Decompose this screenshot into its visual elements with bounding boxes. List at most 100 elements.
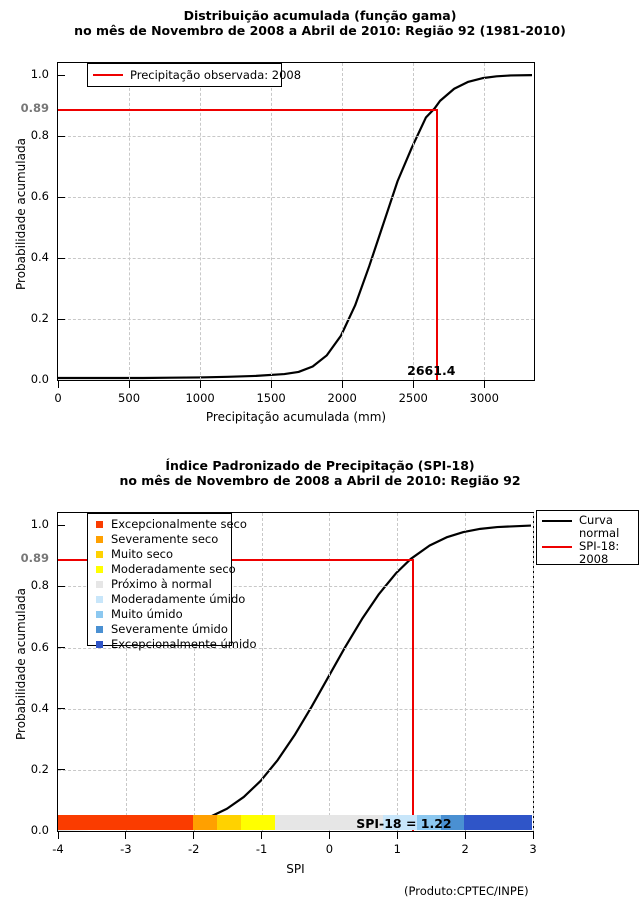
cdf-gamma-curve xyxy=(58,74,533,380)
line-swatch-icon xyxy=(542,546,572,548)
tick-mark xyxy=(58,318,65,320)
y-tick-label-highlight: 0.89 xyxy=(20,100,49,115)
gridline-horizontal xyxy=(58,197,534,199)
y-tick-label: 0.4 xyxy=(30,250,49,265)
tick-mark xyxy=(396,831,398,839)
legend-category-label: Próximo à normal xyxy=(111,577,212,591)
color-swatch-icon xyxy=(96,536,103,543)
series-path xyxy=(58,74,533,380)
gridline-vertical xyxy=(125,513,127,831)
gridline-horizontal xyxy=(58,258,534,260)
x-tick-label: 2500 xyxy=(398,391,428,405)
chart-title-line2: no mês de Novembro de 2008 a Abril de 20… xyxy=(119,473,521,488)
tick-mark xyxy=(464,831,466,839)
legend-category-item: Excepcionalmente seco xyxy=(93,517,247,532)
tick-mark xyxy=(193,831,195,839)
gridline-horizontal xyxy=(58,647,533,649)
tick-mark xyxy=(58,769,65,771)
legend-category-item: Muito úmido xyxy=(93,607,225,622)
y-tick-label-highlight: 0.89 xyxy=(20,550,49,565)
marker-line-vertical xyxy=(412,558,415,831)
color-swatch-icon xyxy=(96,596,103,603)
line-swatch-icon xyxy=(542,520,572,522)
legend-spi-series: Curva normal SPI-18: 2008 xyxy=(536,510,639,566)
x-tick-label: -3 xyxy=(120,842,132,856)
red-line-swatch-icon xyxy=(93,74,123,76)
tick-mark xyxy=(58,830,65,832)
tick-mark xyxy=(483,380,485,388)
y-tick-label: 0.2 xyxy=(30,761,49,776)
tick-mark xyxy=(261,831,263,839)
gridline-vertical xyxy=(465,513,467,831)
legend-series-label: Curva normal xyxy=(579,513,620,540)
y-tick-label: 0.6 xyxy=(30,189,49,204)
tick-mark xyxy=(58,135,65,137)
chart-title-line1: Distribuição acumulada (função gama) xyxy=(183,8,457,23)
tick-mark xyxy=(58,585,65,587)
y-tick-label: 1.0 xyxy=(30,517,49,532)
marker-line-horizontal xyxy=(58,108,437,111)
x-tick-label: 0 xyxy=(325,842,334,856)
tick-mark xyxy=(58,74,65,76)
legend-category-item: Moderadamente úmido xyxy=(93,592,245,607)
colorbar-segment xyxy=(416,815,441,830)
color-swatch-icon xyxy=(96,641,103,648)
legend-series-label: SPI-18: 2008 xyxy=(579,539,620,566)
gridline-vertical xyxy=(413,63,415,380)
chart-title-cdf-gamma: Distribuição acumulada (função gama) no … xyxy=(0,8,640,38)
gridline-vertical xyxy=(397,513,399,831)
tick-mark xyxy=(412,380,414,388)
plot-area-cdf-gamma: 0 500 1000 1500 2000 2500 3000 0.0 0.2 0.4 0.6 0.8 1… xyxy=(21,62,535,405)
legend-spi-categories: Excepcionalmente seco Severamente seco Mui… xyxy=(87,513,256,651)
legend-item: Precipitação observada: 2008 xyxy=(93,68,301,83)
tick-mark xyxy=(58,524,65,526)
marker-line-vertical xyxy=(436,108,439,380)
x-tick-label: 1500 xyxy=(256,391,286,405)
tick-mark xyxy=(58,708,65,710)
gridline-vertical xyxy=(129,63,131,380)
y-tick-label: 0.0 xyxy=(30,372,49,386)
x-tick-label: -1 xyxy=(255,842,268,856)
colorbar-segment xyxy=(274,815,383,830)
tick-mark xyxy=(125,831,127,839)
gridline-vertical xyxy=(193,513,195,831)
legend-series-item: Curva normal xyxy=(542,514,632,540)
y-axis-label-spi: Probabilidade acumulada xyxy=(14,588,28,740)
y-tick-label: 0.4 xyxy=(30,700,49,715)
colorbar-segment xyxy=(440,815,465,830)
gridline-horizontal xyxy=(58,319,534,321)
x-tick-label: -2 xyxy=(187,842,200,856)
gridline-vertical xyxy=(342,63,344,380)
x-tick-label: 1000 xyxy=(185,391,215,405)
color-swatch-icon xyxy=(96,551,103,558)
tick-mark xyxy=(328,831,330,839)
gridline-vertical xyxy=(533,513,534,831)
precipitation-value-annotation: 2661.4 xyxy=(407,363,456,378)
colorbar-segment xyxy=(240,815,275,830)
tick-mark xyxy=(57,831,59,839)
colorbar-segment xyxy=(217,815,241,830)
x-tick-label: 3 xyxy=(529,842,537,856)
legend-category-label: Excepcionalmente úmido xyxy=(111,637,257,651)
y-tick-label: 0.6 xyxy=(30,639,49,654)
legend-category-item: Excepcionalmente úmido xyxy=(93,637,256,652)
chart-title-spi18: Índice Padronizado de Precipitação (SPI-… xyxy=(0,458,640,488)
legend-observed-precipitation: Precipitação observada: 2008 xyxy=(87,63,301,87)
y-tick-label: 0.2 xyxy=(30,311,49,326)
colorbar-segment xyxy=(58,815,194,830)
x-tick-label: 3000 xyxy=(469,391,499,405)
tick-mark xyxy=(199,380,201,388)
gridline-horizontal xyxy=(58,586,533,588)
gridline-vertical xyxy=(261,513,263,831)
y-tick-label: 0.8 xyxy=(30,578,49,593)
colorbar-segment xyxy=(382,815,417,830)
tick-mark xyxy=(57,380,59,388)
tick-mark xyxy=(58,647,65,649)
legend-category-label: Moderadamente úmido xyxy=(111,592,246,606)
y-tick-label: 0.0 xyxy=(30,823,49,837)
tick-mark xyxy=(128,380,130,388)
legend-category-label: Excepcionalmente seco xyxy=(111,517,247,531)
x-tick-label: 2000 xyxy=(327,391,357,405)
x-tick-label: 500 xyxy=(118,391,141,405)
produto-credit: (Produto:CPTEC/INPE) xyxy=(404,884,529,898)
